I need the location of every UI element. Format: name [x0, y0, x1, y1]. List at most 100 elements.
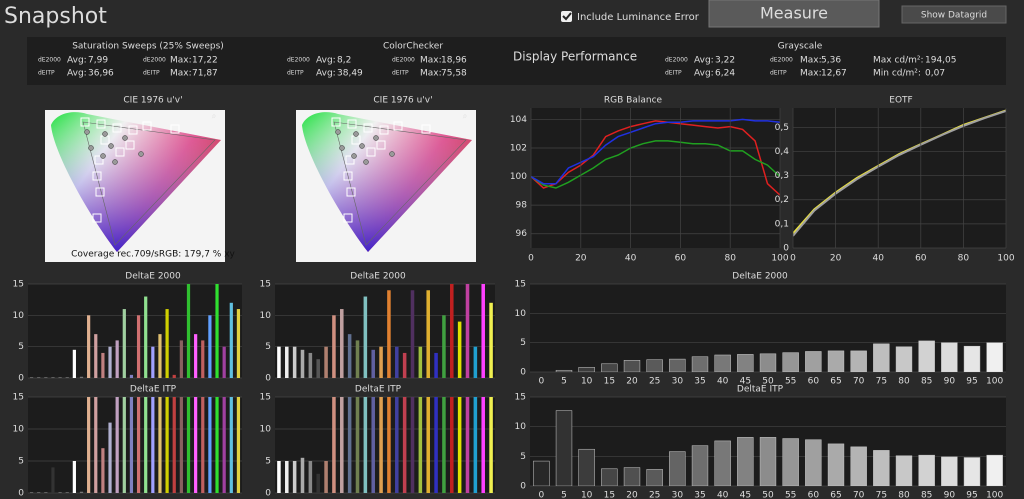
bar: [714, 354, 731, 372]
metric-name: dEITP: [287, 70, 304, 77]
series-line: [531, 140, 780, 189]
target-marker: [80, 117, 90, 127]
x-tick-label: 5: [561, 377, 567, 387]
x-tick-label: 15: [604, 491, 615, 499]
bar: [918, 454, 935, 486]
bar: [601, 363, 618, 372]
plot: [531, 118, 780, 196]
target-marker: [128, 125, 138, 135]
bar: [158, 334, 162, 378]
metric-text: 18,96: [441, 56, 467, 66]
metric-name: dE2000: [392, 57, 415, 64]
bar: [395, 397, 399, 493]
chart-title: DeltaE ITP: [130, 385, 177, 395]
metric-name: dEITP: [665, 70, 682, 77]
x-tick-label: 55: [785, 377, 796, 387]
bar: [215, 397, 219, 493]
bar: [646, 359, 663, 372]
x-tick-label: 60: [675, 254, 687, 264]
checkbox-label[interactable]: Include Luminance Error: [577, 12, 700, 23]
y-tick-label: 15: [13, 393, 24, 403]
measure-button[interactable]: [708, 0, 880, 28]
target-marker: [346, 187, 356, 197]
gamut-triangle: [333, 121, 467, 246]
bar: [222, 346, 226, 378]
bar: [29, 492, 34, 493]
gamut-triangle: [82, 121, 216, 246]
y-tick-label: 15: [515, 280, 526, 290]
metric-text: Max:: [170, 69, 192, 79]
bar: [782, 438, 799, 486]
bar: [555, 369, 573, 372]
target-marker: [92, 213, 102, 223]
x-tick-label: 80: [898, 491, 910, 499]
metric-text: Avg:: [694, 56, 714, 66]
y-tick-label: 10: [260, 425, 272, 435]
y-tick-label: 15: [260, 393, 271, 403]
bar: [101, 448, 105, 493]
bar: [136, 315, 141, 378]
bar: [179, 397, 183, 493]
bar: [44, 492, 48, 493]
x-tick-label: 100: [771, 254, 788, 264]
bar: [873, 343, 890, 372]
x-tick-label: 95: [966, 377, 977, 387]
x-tick-label: 30: [672, 491, 684, 499]
datagrid-label[interactable]: Show Datagrid: [921, 11, 987, 21]
bar: [222, 397, 226, 493]
bar: [144, 397, 148, 493]
measure-label[interactable]: Measure: [760, 4, 828, 23]
bar: [87, 397, 91, 493]
x-tick-label: 70: [853, 491, 865, 499]
x-tick-label: 40: [717, 491, 729, 499]
chart-title: DeltaE 2000: [125, 272, 181, 282]
bar: [850, 350, 867, 372]
bar: [402, 397, 407, 493]
metric-text: 36,96: [88, 69, 114, 79]
target-marker: [379, 125, 389, 135]
x-tick-label: 25: [649, 377, 660, 387]
metric-text: 8,2: [337, 56, 351, 66]
bar: [601, 468, 618, 486]
x-tick-label: 95: [966, 491, 977, 499]
target-marker: [347, 119, 357, 129]
x-tick-label: 65: [830, 491, 841, 499]
bar: [850, 446, 867, 486]
metric-name: dE2000: [287, 57, 310, 64]
y-tick-label: 0,2: [775, 195, 789, 205]
bar: [72, 461, 76, 493]
plot-area: [275, 397, 495, 493]
bar: [324, 346, 328, 378]
coverage-caption: Coverage rec.709/sRGB: 179,7 % xy: [71, 250, 235, 260]
bar: [371, 349, 375, 378]
y-tick-label: 0,1: [775, 219, 789, 229]
bar: [418, 346, 423, 378]
x-tick-label: 40: [717, 377, 729, 387]
bar: [450, 397, 454, 493]
measured-marker: [363, 159, 369, 165]
check-mark: [562, 12, 572, 21]
measured-marker: [359, 143, 365, 149]
bar: [201, 397, 205, 493]
bar: [229, 397, 233, 493]
x-tick-label: 45: [740, 491, 751, 499]
bar: [473, 397, 478, 493]
metric-name: dEITP: [38, 70, 55, 77]
bar: [179, 340, 183, 378]
x-tick-label: 90: [944, 377, 956, 387]
bar: [759, 437, 777, 486]
metric-text: Avg:: [67, 69, 87, 79]
y-tick-label: 96: [516, 229, 528, 239]
measured-marker: [112, 159, 118, 165]
metric-text: Max cd/m²:: [873, 56, 924, 66]
bar: [72, 349, 76, 378]
bar: [465, 284, 470, 378]
bar: [186, 397, 191, 493]
bar: [51, 377, 55, 378]
datagrid-button[interactable]: [901, 5, 1007, 24]
x-tick-label: 100: [997, 254, 1014, 264]
bar: [129, 397, 134, 493]
bar: [277, 346, 281, 378]
bar: [94, 334, 98, 378]
